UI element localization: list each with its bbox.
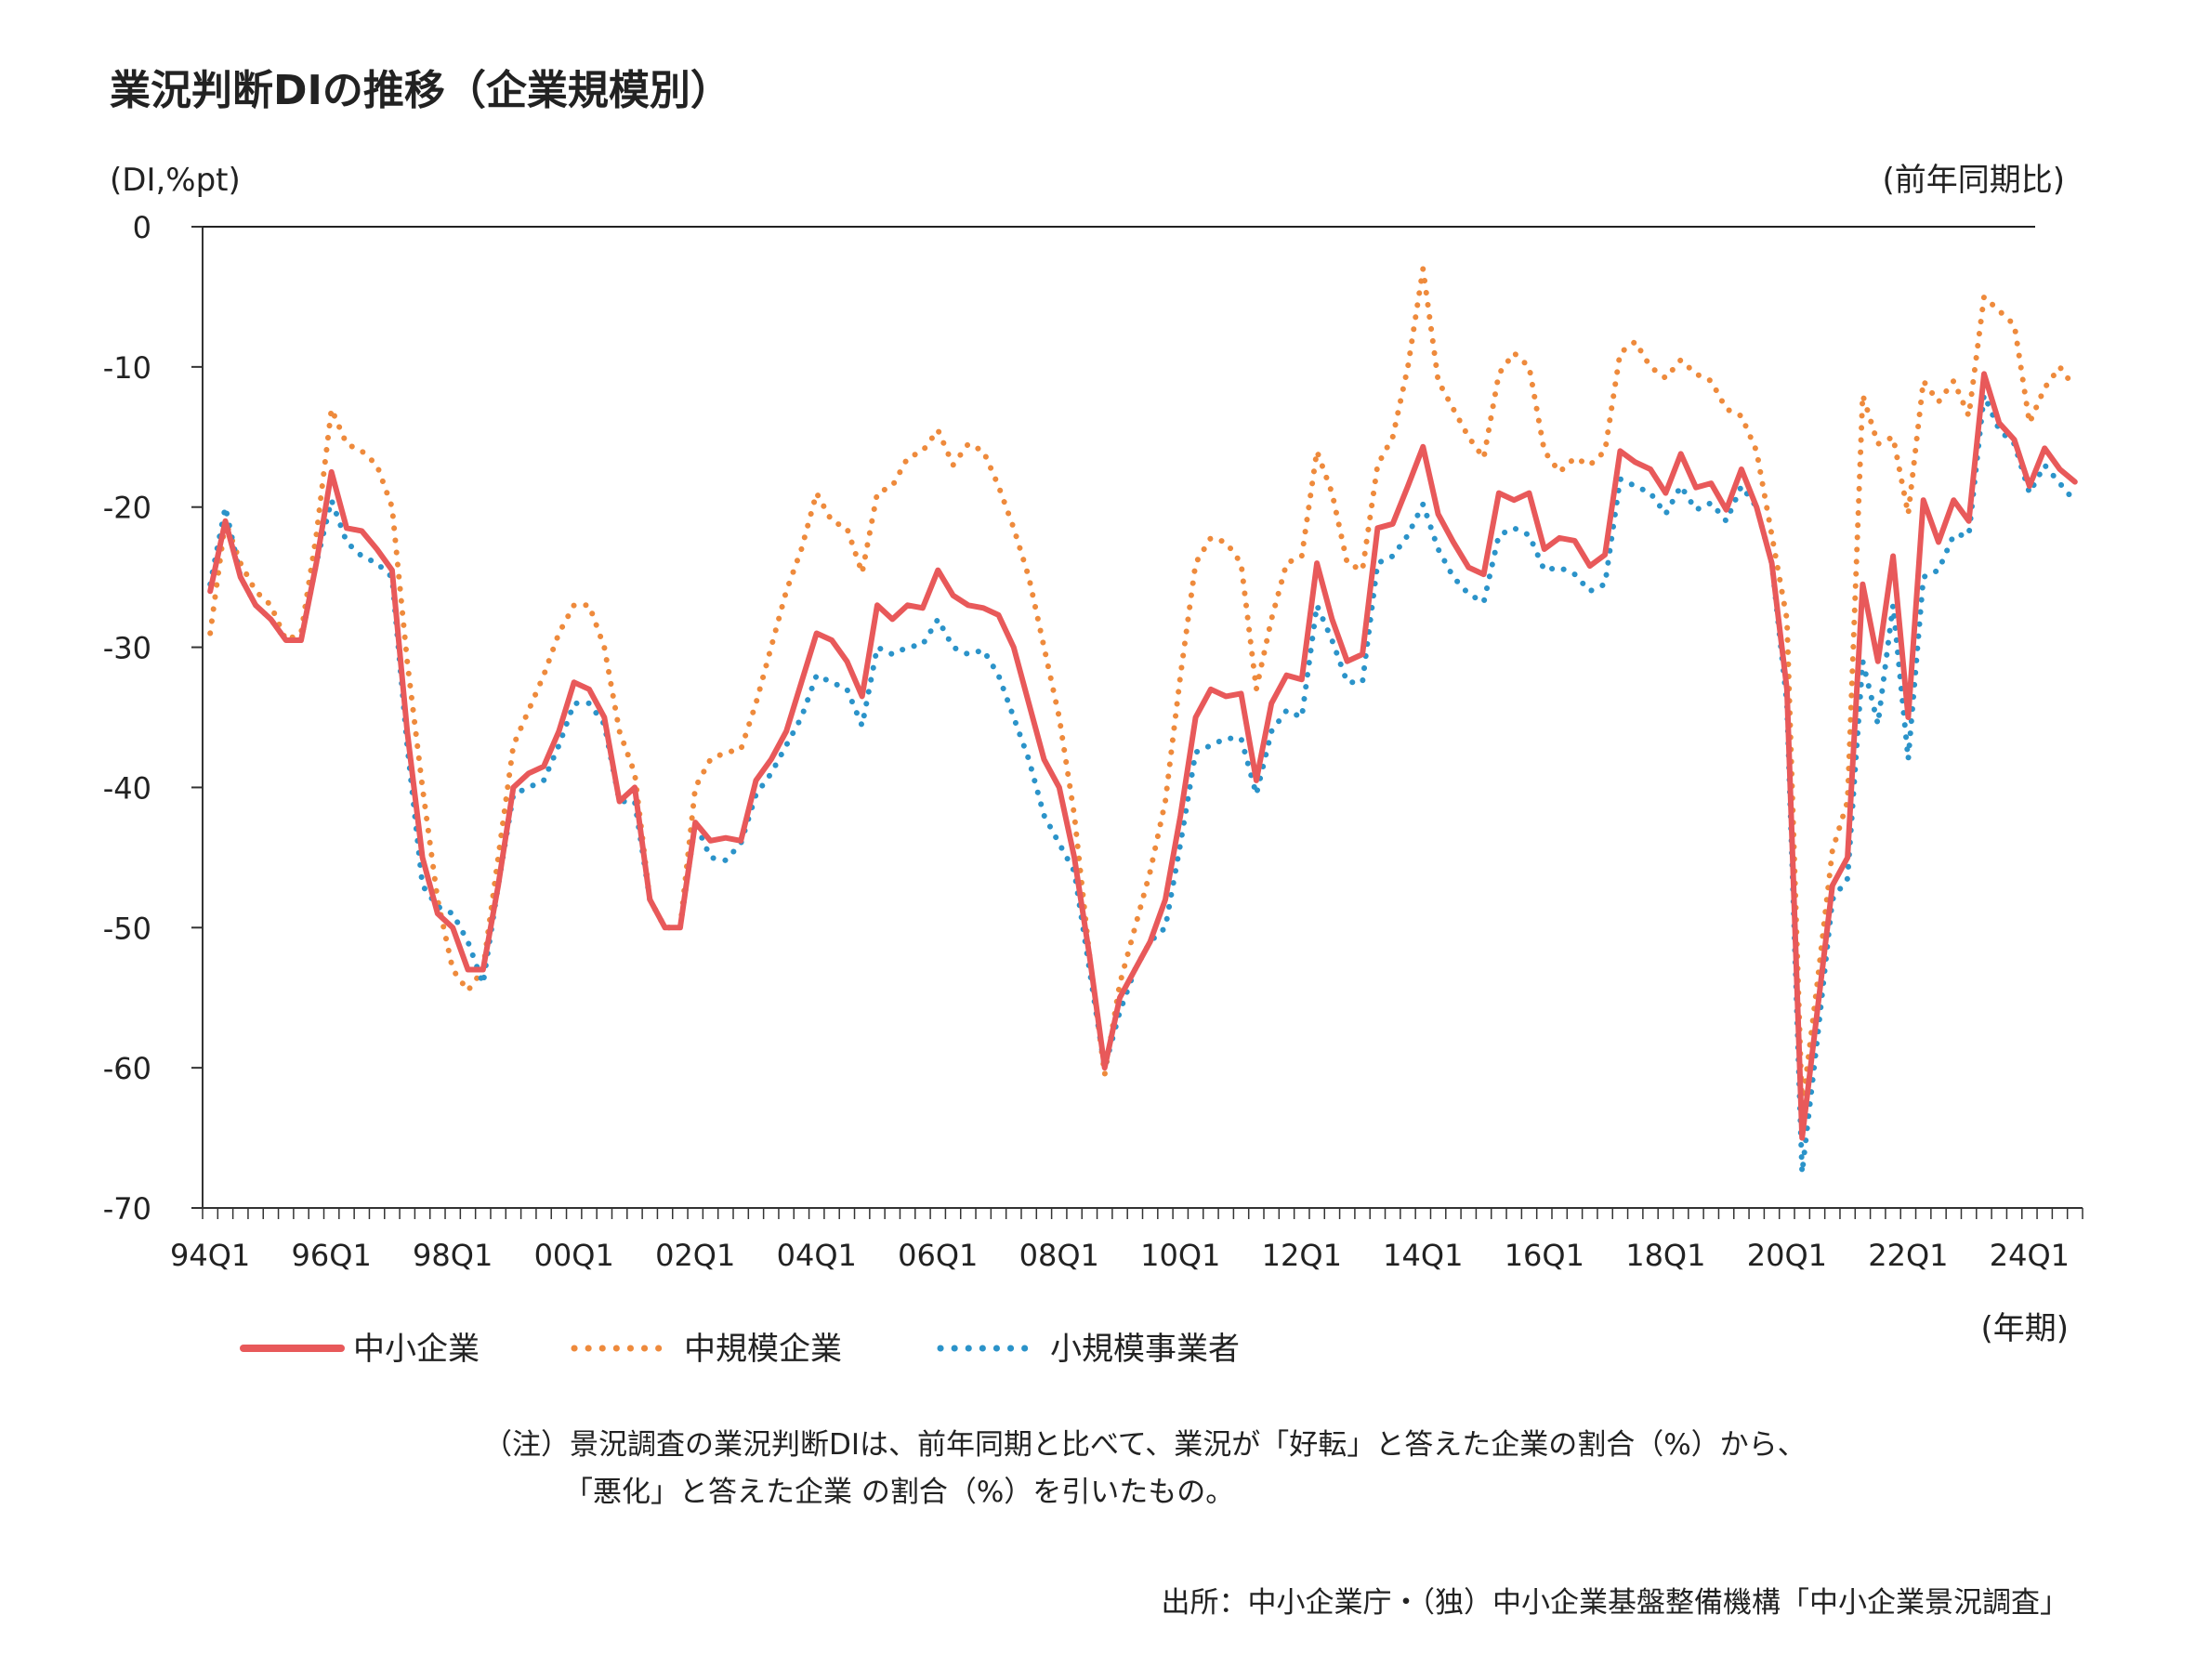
- series-line-1: [207, 371, 2078, 1141]
- y-tick-label: -40: [103, 770, 151, 806]
- series-line-3: [207, 392, 2078, 1176]
- x-tick-label: 04Q1: [777, 1238, 857, 1273]
- x-tick-label: 16Q1: [1505, 1238, 1584, 1273]
- x-tick-label: 10Q1: [1140, 1238, 1220, 1273]
- y-tick-label: -50: [103, 911, 151, 946]
- legend: 中小企業 中規模企業 小規模事業者: [240, 1331, 1240, 1368]
- x-tick-label: 96Q1: [292, 1238, 372, 1273]
- legend-label-1: 中小企業: [353, 1331, 480, 1368]
- source-text: 出所：中小企業庁・（独）中小企業基盤整備機構「中小企業景況調査」: [1162, 1586, 2070, 1620]
- x-tick-label: 14Q1: [1383, 1238, 1463, 1273]
- x-tick-label: 00Q1: [534, 1238, 614, 1273]
- x-tick-label: 20Q1: [1747, 1238, 1827, 1273]
- y-tick-label: 0: [133, 210, 151, 245]
- x-tick-label: 98Q1: [413, 1238, 493, 1273]
- y-axis-label: (DI,%pt): [110, 162, 241, 199]
- legend-label-3: 小規模事業者: [1050, 1331, 1240, 1368]
- x-tick-label: 12Q1: [1262, 1238, 1342, 1273]
- axes: 0 -10 -20 -30 -40 -50 -60 -70 94Q1 96Q1 98Q1 00Q1 02…: [103, 210, 2083, 1273]
- y-tick-label: -10: [103, 350, 151, 386]
- x-axis-label: (年期): [1980, 1310, 2069, 1347]
- x-tick-label: 24Q1: [1990, 1238, 2070, 1273]
- y-tick-label: -20: [103, 491, 151, 526]
- series-layer: [207, 266, 2078, 1176]
- note-line-1: （注）景況調査の業況判断DIは、前年同期と比べて、業況が「好転」と答えた企業の割…: [483, 1428, 1807, 1462]
- y-axis-note: (前年同期比): [1882, 162, 2065, 199]
- x-tick-label: 18Q1: [1625, 1238, 1705, 1273]
- x-tick-label: 08Q1: [1019, 1238, 1099, 1273]
- series-line-2: [207, 266, 2078, 1113]
- x-tick-label: 06Q1: [898, 1238, 978, 1273]
- y-tick-label: -70: [103, 1191, 151, 1227]
- note-line-2: 「悪化」と答えた企業 の割合（%）を引いたもの。: [564, 1476, 1234, 1509]
- x-tick-label: 02Q1: [655, 1238, 735, 1273]
- x-tick-label: 22Q1: [1868, 1238, 1948, 1273]
- chart-title: 業況判断DIの推移（企業規模別）: [110, 67, 731, 114]
- y-tick-label: -60: [103, 1051, 151, 1086]
- legend-label-2: 中規模企業: [684, 1331, 842, 1368]
- y-tick-label: -30: [103, 631, 151, 666]
- x-tick-label: 94Q1: [170, 1238, 250, 1273]
